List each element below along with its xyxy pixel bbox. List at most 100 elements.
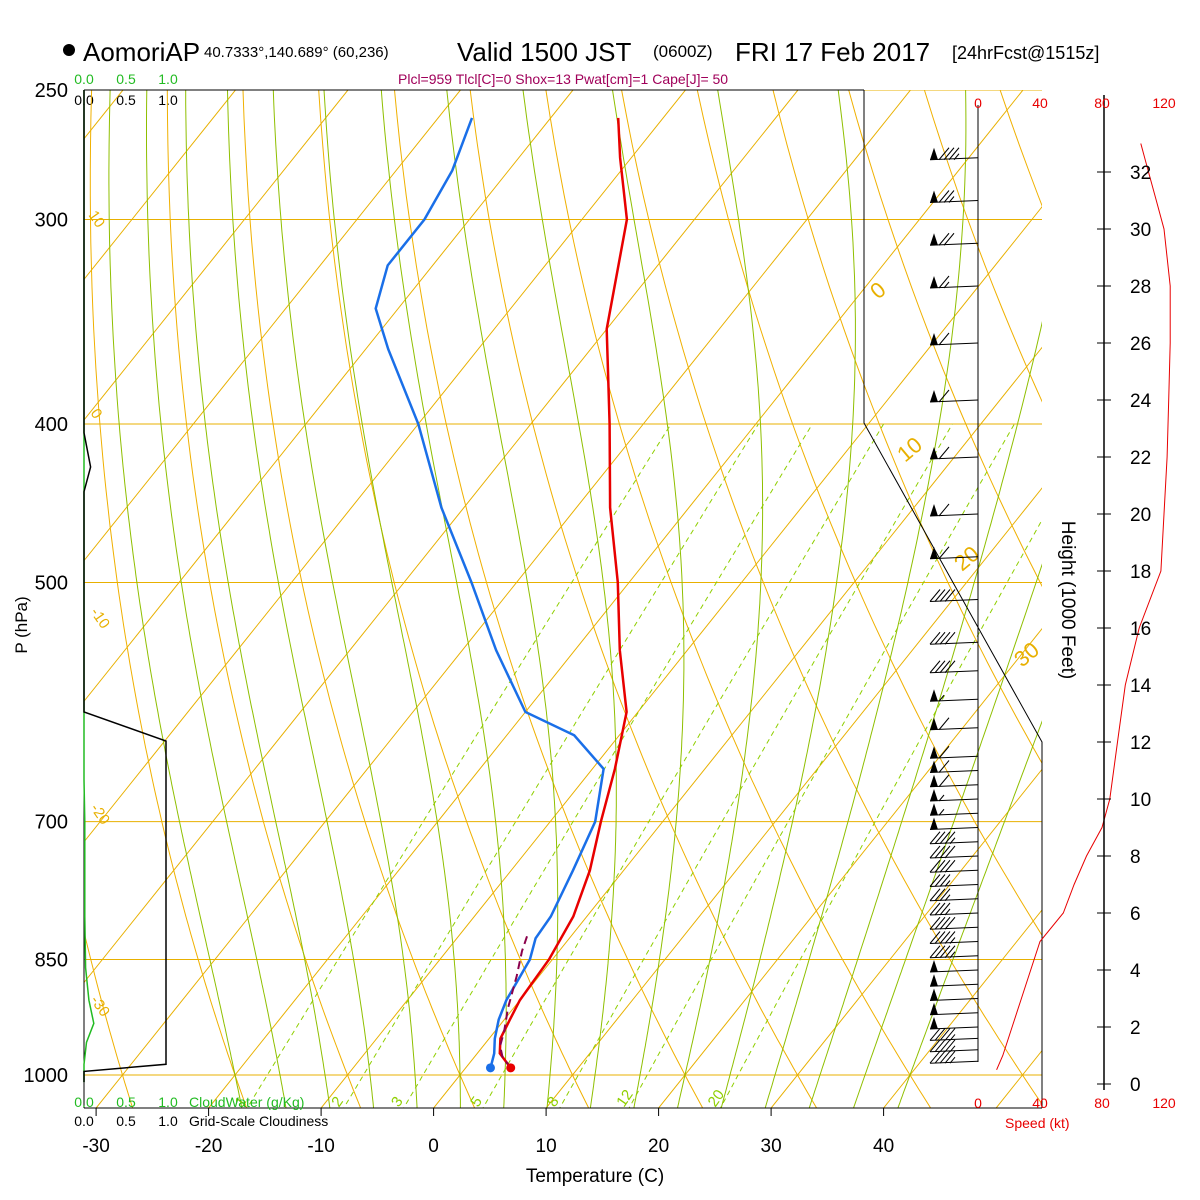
moist-adiabat-line xyxy=(226,90,375,1108)
wind-barb xyxy=(929,874,979,887)
dry-adiabat-line xyxy=(545,90,932,1108)
p-tick-label: 500 xyxy=(35,573,68,595)
wind-barb xyxy=(929,190,979,203)
wind-barb xyxy=(929,660,979,674)
speed-tick-label-top: 0 xyxy=(974,95,982,111)
p-tick-label: 300 xyxy=(35,210,68,232)
cloudiness-line xyxy=(83,90,167,1083)
height-tick-label: 28 xyxy=(1130,277,1151,298)
wind-barb xyxy=(929,931,979,944)
moist-adiabat-line xyxy=(676,90,764,1108)
isotherm-line xyxy=(84,90,799,984)
dry-adiabat-line xyxy=(84,929,134,1108)
mixing-ratio-line xyxy=(719,519,1042,1108)
isotherm-line xyxy=(84,90,349,421)
dry-adiabat-label: -10 xyxy=(87,605,113,633)
windspeed-line xyxy=(996,143,1171,1070)
wind-barb xyxy=(929,789,979,802)
cloudwater-line xyxy=(83,90,95,1083)
wind-barb xyxy=(929,845,979,859)
moist-adiabat-line xyxy=(108,90,243,1108)
isotherm-line xyxy=(770,768,1042,1108)
indices-line: Plcl=959 Tlcl[C]=0 Shox=13 Pwat[cm]=1 Ca… xyxy=(398,71,728,87)
height-tick-label: 12 xyxy=(1130,733,1151,754)
height-tick-label: 4 xyxy=(1130,961,1141,982)
parcel-line xyxy=(499,933,529,1069)
cloudwater-scale-label-top: 0.0 xyxy=(74,71,94,87)
wind-barb xyxy=(929,546,979,560)
p-tick-label: 1000 xyxy=(24,1065,69,1087)
isotherm-line xyxy=(84,90,687,843)
moist-adiabat-line xyxy=(808,320,1042,1108)
station-name: AomoriAP xyxy=(83,37,200,67)
speed-tick-label-top: 80 xyxy=(1094,95,1110,111)
wind-barb xyxy=(929,760,979,773)
moist-adiabat-label: 30 xyxy=(1009,637,1044,672)
x-tick-label: -30 xyxy=(82,1136,109,1157)
wind-barb xyxy=(929,389,979,403)
height-tick-label: 10 xyxy=(1130,790,1151,811)
wind-barb xyxy=(929,275,979,289)
utc-label: (0600Z) xyxy=(653,42,713,61)
wind-barb xyxy=(929,774,979,788)
moist-adiabat-line xyxy=(323,90,461,1108)
cloudwater-scale-label-bottom: 0.0 xyxy=(74,1094,94,1110)
wind-barb xyxy=(929,988,979,1001)
mixing-ratio-line xyxy=(482,423,885,1108)
dry-adiabat-line xyxy=(242,90,476,1108)
mixing-ratio-line xyxy=(403,423,813,1108)
wind-barb xyxy=(929,859,979,873)
x-tick-label: -10 xyxy=(307,1136,334,1157)
dry-adiabat-line xyxy=(772,90,1042,765)
dry-adiabat-line xyxy=(621,90,1042,1105)
moist-adiabat-line xyxy=(185,90,331,1108)
speed-axis-title: Speed (kt) xyxy=(1005,1115,1070,1131)
mixing-ratio-label: 20 xyxy=(705,1087,728,1110)
speed-tick-label-top: 120 xyxy=(1152,95,1176,111)
p-tick-label: 400 xyxy=(35,414,68,436)
isotherm-line xyxy=(84,90,462,562)
isotherm-line xyxy=(0,0,25,1143)
isotherm-line xyxy=(84,90,237,281)
wind-barb xyxy=(929,631,979,645)
cloudwater-axis-title: CloudWater (g/Kg) xyxy=(189,1094,304,1110)
dry-adiabat-line xyxy=(923,90,1042,403)
sounding-curves xyxy=(83,90,629,1083)
wind-barb xyxy=(929,232,979,246)
moist-adiabat-line xyxy=(380,90,507,1108)
speed-tick-label-bottom: 40 xyxy=(1032,1095,1048,1111)
moist-adiabat-label: 10 xyxy=(892,432,927,467)
height-axis-title: Height (1000 Feet) xyxy=(1057,521,1078,679)
wind-barb xyxy=(929,332,979,346)
dry-adiabat-label: 0 xyxy=(87,406,106,423)
mixing-ratio-line xyxy=(559,423,953,1108)
isotherm-line xyxy=(0,0,137,1143)
moist-adiabat-line xyxy=(146,90,287,1108)
height-tick-label: 24 xyxy=(1130,391,1152,412)
moist-adiabat-line xyxy=(522,90,617,1108)
height-tick-label: 14 xyxy=(1130,676,1152,697)
height-tick-label: 16 xyxy=(1130,619,1151,640)
wind-barb xyxy=(929,888,979,902)
cloudwater-scale-label-top: 1.0 xyxy=(158,71,178,87)
mixing-ratio-line xyxy=(246,423,672,1108)
moist-adiabat-line xyxy=(764,90,967,1108)
wind-barb xyxy=(929,1028,979,1041)
p-tick-label: 850 xyxy=(35,950,68,972)
moist-adiabat-line xyxy=(272,90,418,1108)
isotherm-line xyxy=(207,90,1024,1108)
wind-barb xyxy=(929,803,979,816)
temperature-line xyxy=(498,117,629,1069)
station-bullet-icon xyxy=(63,44,75,56)
isotherm-line xyxy=(432,346,1042,1108)
dry-adiabat-line xyxy=(469,90,818,1108)
height-tick-label: 8 xyxy=(1130,847,1141,868)
wind-barb xyxy=(929,689,979,702)
wind-barb xyxy=(929,960,979,973)
wind-barb xyxy=(929,974,979,987)
height-tick-label: 20 xyxy=(1130,505,1151,526)
height-tick-label: 2 xyxy=(1130,1018,1141,1039)
p-tick-label: 700 xyxy=(35,812,68,834)
mixing-ratio-line xyxy=(343,423,759,1108)
forecast-label: [24hrFcst@1515z] xyxy=(952,43,1099,63)
